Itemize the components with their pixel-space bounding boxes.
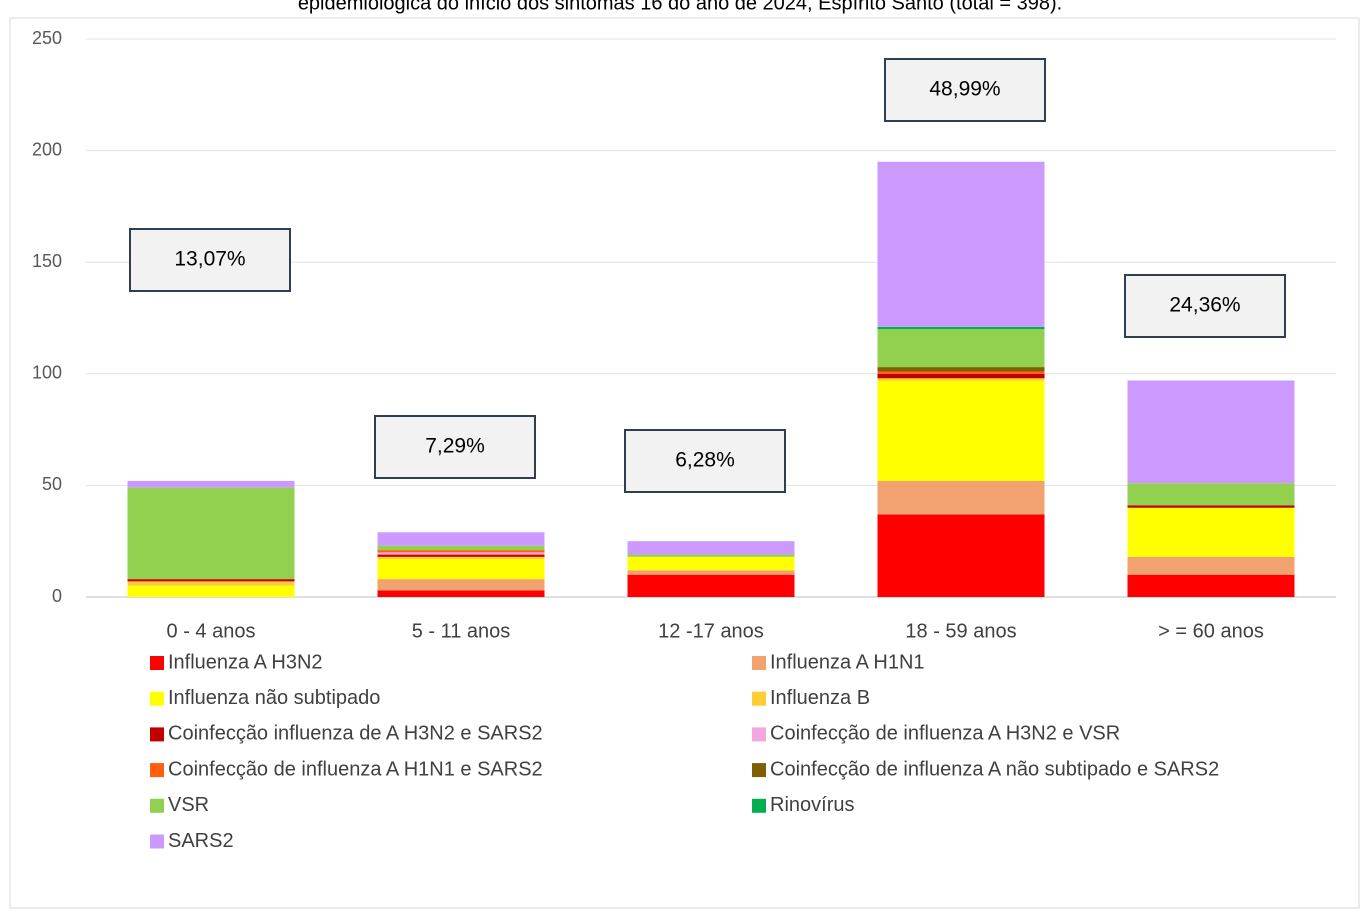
bar-segment	[877, 329, 1045, 368]
legend-swatch	[752, 763, 766, 778]
bar-segment	[1127, 507, 1295, 557]
legend-label: VSR	[168, 794, 209, 816]
bar-segment	[1127, 483, 1295, 506]
bar-segment	[377, 545, 545, 551]
legend-swatch	[150, 691, 164, 706]
legend-label: SARS2	[168, 830, 234, 852]
x-tick-label: > = 60 anos	[1158, 620, 1264, 642]
bar-segment	[627, 570, 795, 575]
legend-swatch	[752, 727, 766, 742]
chart-title: epidemiológica do início dos sintomas 16…	[298, 0, 1062, 14]
x-tick-label: 12 -17 anos	[658, 620, 764, 642]
chart-border	[9, 17, 1360, 909]
bar-segment	[377, 552, 545, 555]
bar-segment	[1127, 556, 1295, 575]
legend-swatch	[150, 656, 164, 670]
bar-segment	[877, 480, 1045, 515]
legend-swatch	[150, 834, 164, 849]
bar-segment	[127, 581, 295, 586]
legend-label: Coinfecção de influenza A H3N2 e VSR	[770, 723, 1120, 745]
annotation: 24,36%	[1169, 294, 1240, 317]
bar-segment	[877, 380, 1045, 481]
legend-swatch	[150, 798, 164, 813]
bar-segment	[877, 371, 1045, 374]
annotation: 6,28%	[675, 449, 735, 472]
y-tick-label: 0	[52, 586, 62, 606]
legend-swatch	[150, 763, 164, 778]
annotation-box	[129, 228, 291, 292]
annotation-box	[1124, 274, 1286, 338]
bar-segment	[877, 161, 1045, 327]
bar-segment	[377, 559, 545, 580]
annotation: 7,29%	[425, 435, 485, 458]
bar-segment	[377, 554, 545, 557]
annotation: 13,07%	[174, 248, 245, 271]
bar-segment	[377, 579, 545, 591]
legend-swatch	[150, 727, 164, 742]
bar-segment	[127, 585, 295, 597]
legend-label: Influenza A H1N1	[770, 651, 925, 673]
bar-segment	[627, 574, 795, 597]
y-tick-label: 150	[32, 251, 62, 271]
annotation: 48,99%	[929, 78, 1000, 101]
bar-segment	[127, 480, 295, 488]
x-tick-label: 0 - 4 anos	[167, 620, 256, 642]
legend-label: Coinfecção de influenza A H1N1 e SARS2	[168, 758, 543, 780]
bar-segment	[877, 378, 1045, 381]
bar-segment	[877, 326, 1045, 330]
legend-swatch	[752, 691, 766, 706]
legend-label: Influenza não subtipado	[168, 687, 380, 709]
annotation-box	[374, 415, 536, 479]
legend-label: Coinfecção de influenza A não subtipado …	[770, 758, 1219, 780]
y-tick-label: 50	[42, 474, 62, 494]
bar-segment	[627, 556, 795, 571]
bar-segment	[377, 532, 545, 546]
x-tick-label: 18 - 59 anos	[905, 620, 1016, 642]
legend-label: Coinfecção influenza de A H3N2 e SARS2	[168, 723, 543, 745]
bar-segment	[877, 373, 1045, 379]
bar-segment	[1127, 574, 1295, 597]
bar-segment	[877, 367, 1045, 372]
bar-segment	[1127, 505, 1295, 508]
y-tick-label: 250	[32, 28, 62, 48]
bar-segment	[127, 579, 295, 582]
annotation-box	[884, 58, 1046, 122]
legend-swatch	[752, 798, 766, 813]
bar-segment	[877, 514, 1045, 597]
legend-label: Rinovírus	[770, 794, 854, 816]
annotation-box	[624, 429, 786, 493]
bar-segment	[627, 554, 795, 557]
legend-swatch	[752, 656, 766, 670]
bar-segment	[1127, 380, 1295, 484]
bar-segment	[377, 590, 545, 597]
y-tick-label: 100	[32, 363, 62, 383]
bar-segment	[627, 541, 795, 555]
bar-segment	[377, 550, 545, 553]
legend-label: Influenza A H3N2	[168, 651, 323, 673]
y-tick-label: 200	[32, 139, 62, 159]
bar-segment	[127, 487, 295, 580]
x-tick-label: 5 - 11 anos	[412, 620, 511, 642]
bar-segment	[377, 556, 545, 560]
legend-label: Influenza B	[770, 687, 870, 709]
